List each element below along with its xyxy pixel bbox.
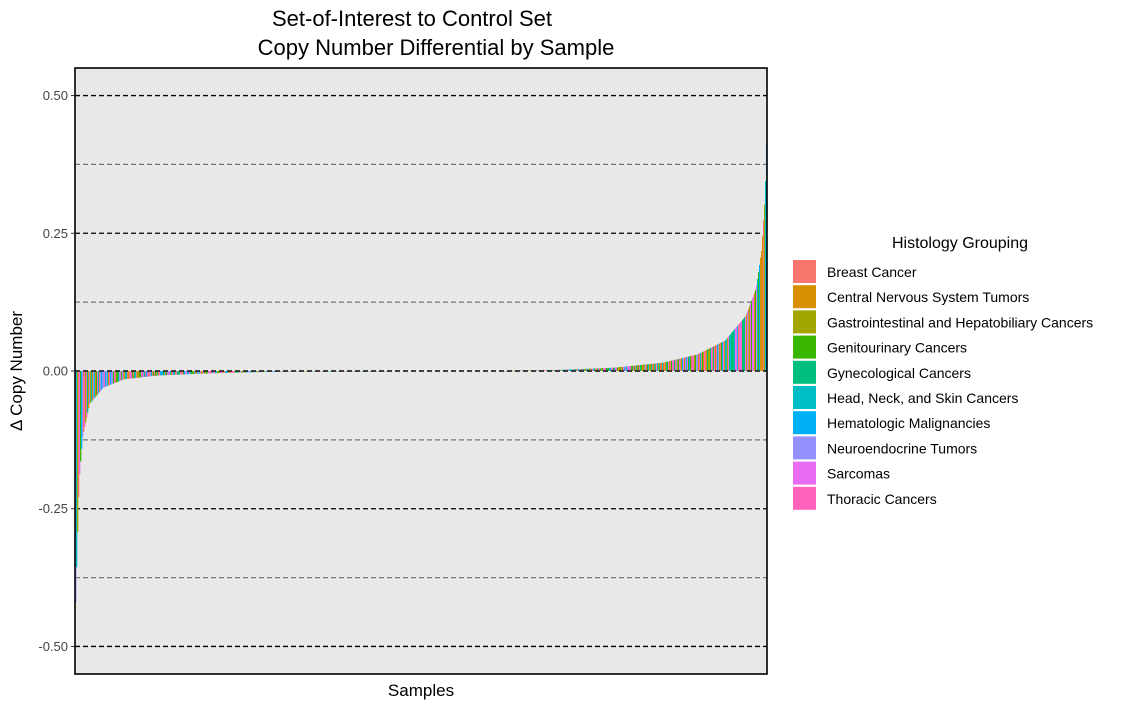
legend: Histology Grouping Breast Cancer Central …: [793, 235, 1093, 510]
legend-label-2: Gastrointestinal and Hepatobiliary Cance…: [827, 314, 1093, 330]
legend-swatch-8: [793, 462, 816, 485]
legend-items: Breast Cancer Central Nervous System Tumo…: [793, 260, 1093, 510]
legend-swatch-9: [793, 487, 816, 510]
legend-swatch-3: [793, 336, 816, 359]
legend-label-8: Sarcomas: [827, 466, 890, 482]
legend-label-4: Gynecological Cancers: [827, 365, 971, 381]
legend-label-1: Central Nervous System Tumors: [827, 289, 1029, 305]
legend-swatch-1: [793, 285, 816, 308]
y-tick-label-0: 0.50: [43, 88, 68, 103]
legend-swatch-7: [793, 436, 816, 459]
legend-label-7: Neuroendocrine Tumors: [827, 440, 977, 456]
legend-swatch-0: [793, 260, 816, 283]
legend-swatch-6: [793, 411, 816, 434]
legend-label-5: Head, Neck, and Skin Cancers: [827, 390, 1018, 406]
legend-label-0: Breast Cancer: [827, 264, 917, 280]
legend-swatch-5: [793, 386, 816, 409]
y-axis-ticks: 0.50 0.25 0.00 -0.25 -0.50: [38, 88, 75, 654]
legend-label-9: Thoracic Cancers: [827, 491, 937, 507]
legend-label-6: Hematologic Malignancies: [827, 415, 990, 431]
y-tick-label-4: -0.50: [38, 639, 68, 654]
chart-title: Set-of-Interest to Control Set Copy Numb…: [258, 6, 615, 60]
legend-swatch-2: [793, 310, 816, 333]
chart-title-line-2: Copy Number Differential by Sample: [258, 35, 615, 60]
legend-label-3: Genitourinary Cancers: [827, 340, 967, 356]
chart-title-line-1: Set-of-Interest to Control Set: [272, 6, 552, 31]
y-tick-label-2: 0.00: [43, 364, 68, 379]
y-axis-title: Δ Copy Number: [7, 311, 26, 431]
legend-swatch-4: [793, 361, 816, 384]
y-tick-label-1: 0.25: [43, 226, 68, 241]
legend-title: Histology Grouping: [892, 235, 1028, 252]
x-axis-title: Samples: [388, 681, 454, 700]
y-tick-label-3: -0.25: [38, 501, 68, 516]
